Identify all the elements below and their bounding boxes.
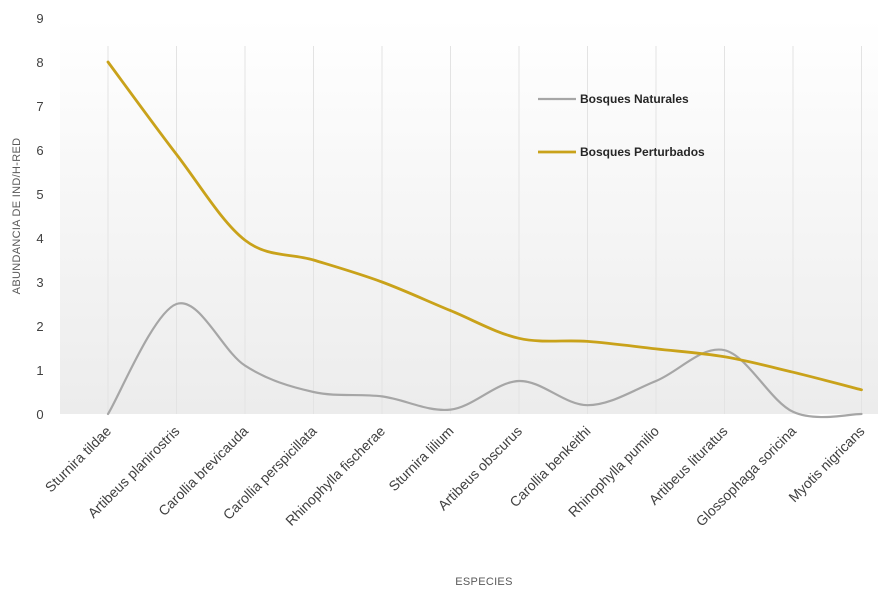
series-line-bosques-perturbados — [106, 60, 863, 392]
x-tick-label: Sturnira lilium — [385, 423, 456, 494]
y-axis-title: ABUNDANCIA DE IND/H-RED — [11, 138, 23, 295]
y-axis-ticks: 0 1 2 3 4 5 6 7 8 9 — [36, 11, 43, 422]
y-tick-label: 2 — [36, 319, 43, 334]
x-axis-title: ESPECIES — [455, 576, 512, 588]
series-lines — [106, 60, 863, 419]
y-tick-label: 9 — [36, 11, 43, 26]
plot-area — [60, 18, 878, 414]
y-tick-label: 3 — [36, 275, 43, 290]
series-line-bosques-naturales — [106, 302, 863, 419]
y-tick-label: 0 — [36, 407, 43, 422]
y-tick-label: 6 — [36, 143, 43, 158]
legend: Bosques Naturales Bosques Perturbados — [538, 92, 705, 159]
legend-label: Bosques Naturales — [580, 92, 689, 106]
y-tick-label: 1 — [36, 363, 43, 378]
y-tick-label: 4 — [36, 231, 43, 246]
vertical-gridlines — [107, 46, 862, 414]
y-tick-label: 5 — [36, 187, 43, 202]
y-tick-label: 7 — [36, 99, 43, 114]
x-tick-label: Sturnira tildae — [42, 423, 115, 496]
y-tick-label: 8 — [36, 55, 43, 70]
legend-label: Bosques Perturbados — [580, 145, 705, 159]
